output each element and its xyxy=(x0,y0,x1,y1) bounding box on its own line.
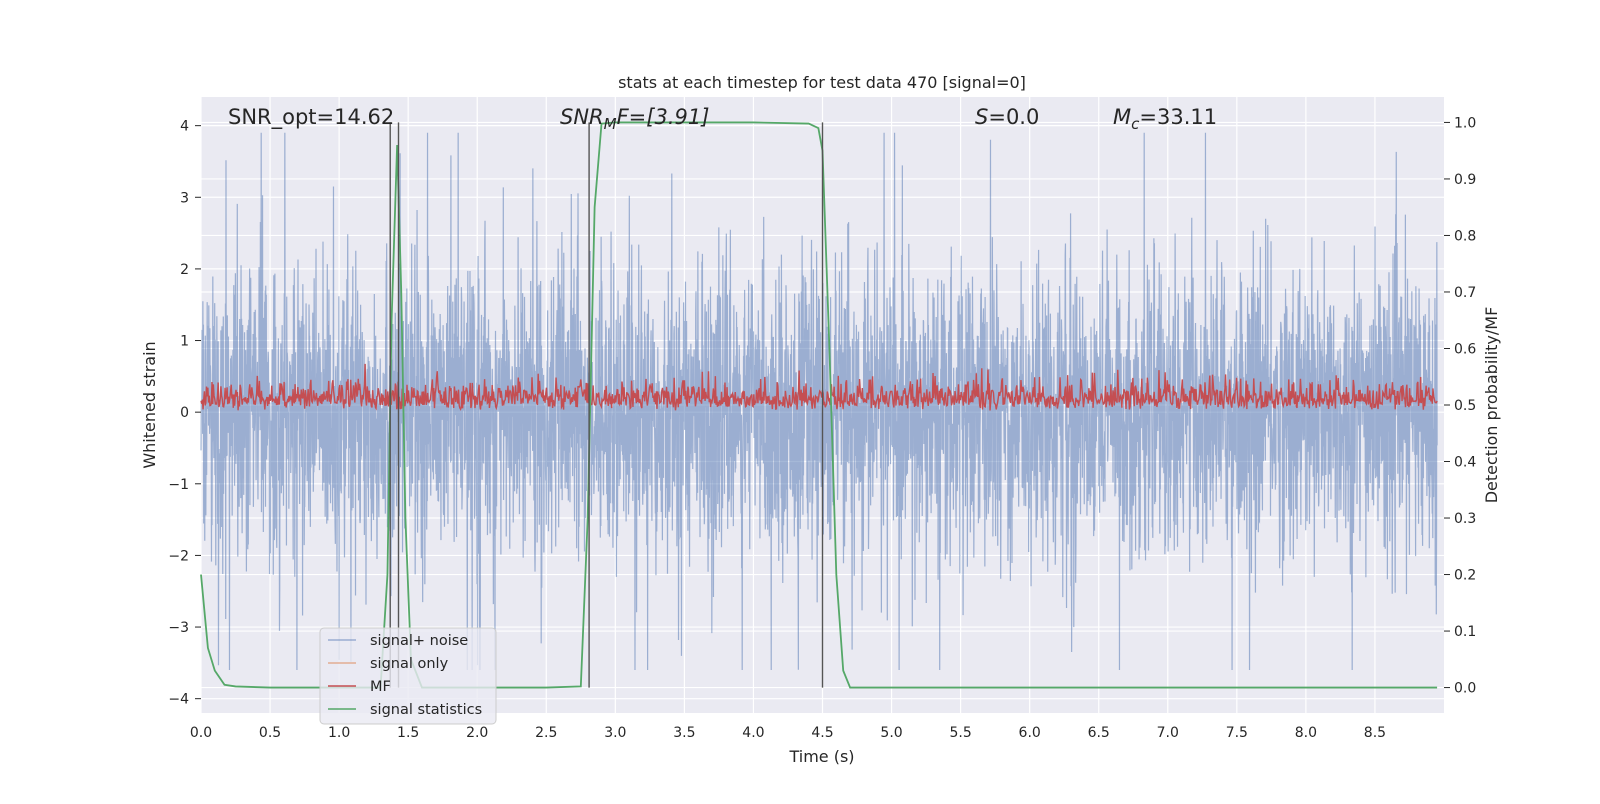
x-axis-label: Time (s) xyxy=(788,747,854,766)
y2-axis-label: Detection probability/MF xyxy=(1482,307,1501,504)
series-line-signal-noise xyxy=(200,132,1438,671)
vertical-markers xyxy=(389,122,824,688)
annotation-snr-mf: SNRMF=[3.91] xyxy=(560,105,709,133)
annotation-mc-value: =33.11 xyxy=(1139,105,1217,129)
legend-label-signal-statistics: signal statistics xyxy=(370,702,482,718)
y2-tick-label: 0.5 xyxy=(1454,398,1476,414)
y-tick-label: 1 xyxy=(180,334,189,350)
y2-tick-label: 0.3 xyxy=(1454,511,1476,527)
x-tick-label: 2.5 xyxy=(535,725,557,741)
annotation-snr-opt: SNR_opt=14.62 xyxy=(228,105,394,130)
y2-tick-label: 0.9 xyxy=(1454,172,1476,188)
series-mf xyxy=(200,363,1438,411)
annotation-mc: Mc=33.11 xyxy=(1113,105,1217,133)
annotation-snr-mf-symbol: SNR xyxy=(560,105,604,129)
x-tick-label: 0.0 xyxy=(190,725,212,741)
x-tick-label: 6.5 xyxy=(1088,725,1110,741)
x-tick-label: 4.0 xyxy=(742,725,764,741)
annotation-s-symbol: S xyxy=(975,105,988,129)
y2-tick-label: 1.0 xyxy=(1454,115,1476,131)
y-tick-label: 4 xyxy=(180,119,189,135)
y-tick-label: 3 xyxy=(180,190,189,206)
y2-tick-label: 0.6 xyxy=(1454,341,1476,357)
y2-tick-label: 0.7 xyxy=(1454,285,1476,301)
x-tick-label: 2.0 xyxy=(466,725,488,741)
y2-tick-label: 0.0 xyxy=(1454,681,1476,697)
y2-tick-label: 0.2 xyxy=(1454,568,1476,584)
annotation-snr-mf-subscript: M xyxy=(604,115,617,133)
x-tick-label: 8.5 xyxy=(1364,725,1386,741)
y2-tick-label: 0.1 xyxy=(1454,624,1476,640)
y-tick-label: −3 xyxy=(168,620,189,636)
x-tick-label: 3.0 xyxy=(604,725,626,741)
x-tick-label: 8.0 xyxy=(1295,725,1317,741)
x-tick-label: 0.5 xyxy=(259,725,281,741)
annotation-s: S=0.0 xyxy=(975,105,1039,129)
legend-label-signal-noise: signal+ noise xyxy=(370,633,468,649)
y-tick-label: −2 xyxy=(168,548,189,564)
x-tick-label: 5.5 xyxy=(949,725,971,741)
legend-box xyxy=(319,627,497,725)
x-tick-label: 1.0 xyxy=(328,725,350,741)
x-tick-label: 6.0 xyxy=(1019,725,1041,741)
x-tick-label: 7.5 xyxy=(1226,725,1248,741)
y2-tick-label: 0.8 xyxy=(1454,228,1476,244)
y-tick-label: 0 xyxy=(180,405,189,421)
annotation-mc-subscript: c xyxy=(1131,115,1140,133)
y-tick-label: −4 xyxy=(168,692,189,708)
annotation-s-value: =0.0 xyxy=(988,105,1039,129)
series-signal-noise xyxy=(200,132,1438,671)
x-tick-label: 7.0 xyxy=(1157,725,1179,741)
annotation-snr-mf-value: F=[3.91] xyxy=(617,105,710,129)
x-tick-label: 5.0 xyxy=(880,725,902,741)
chart-title: stats at each timestep for test data 470… xyxy=(618,73,1026,92)
tick-labels: 0.0 0.5 1.0 1.5 2.0 2.5 3.0 3.5 4.0 4.5 5.0 5.5 6.0 6… xyxy=(168,115,1476,741)
x-tick-label: 1.5 xyxy=(397,725,419,741)
y-tick-label: −1 xyxy=(168,477,189,493)
legend: signal+ noise signal only MF signal stat… xyxy=(319,627,497,725)
annotation-mc-symbol: M xyxy=(1113,105,1131,129)
legend-label-signal-only: signal only xyxy=(370,656,449,672)
x-tick-label: 3.5 xyxy=(673,725,695,741)
y2-tick-label: 0.4 xyxy=(1454,455,1476,471)
legend-label-mf: MF xyxy=(370,679,391,695)
y-tick-label: 2 xyxy=(180,262,189,278)
x-tick-label: 4.5 xyxy=(811,725,833,741)
y-axis-label: Whitened strain xyxy=(140,341,159,468)
series-line-mf xyxy=(200,363,1438,411)
